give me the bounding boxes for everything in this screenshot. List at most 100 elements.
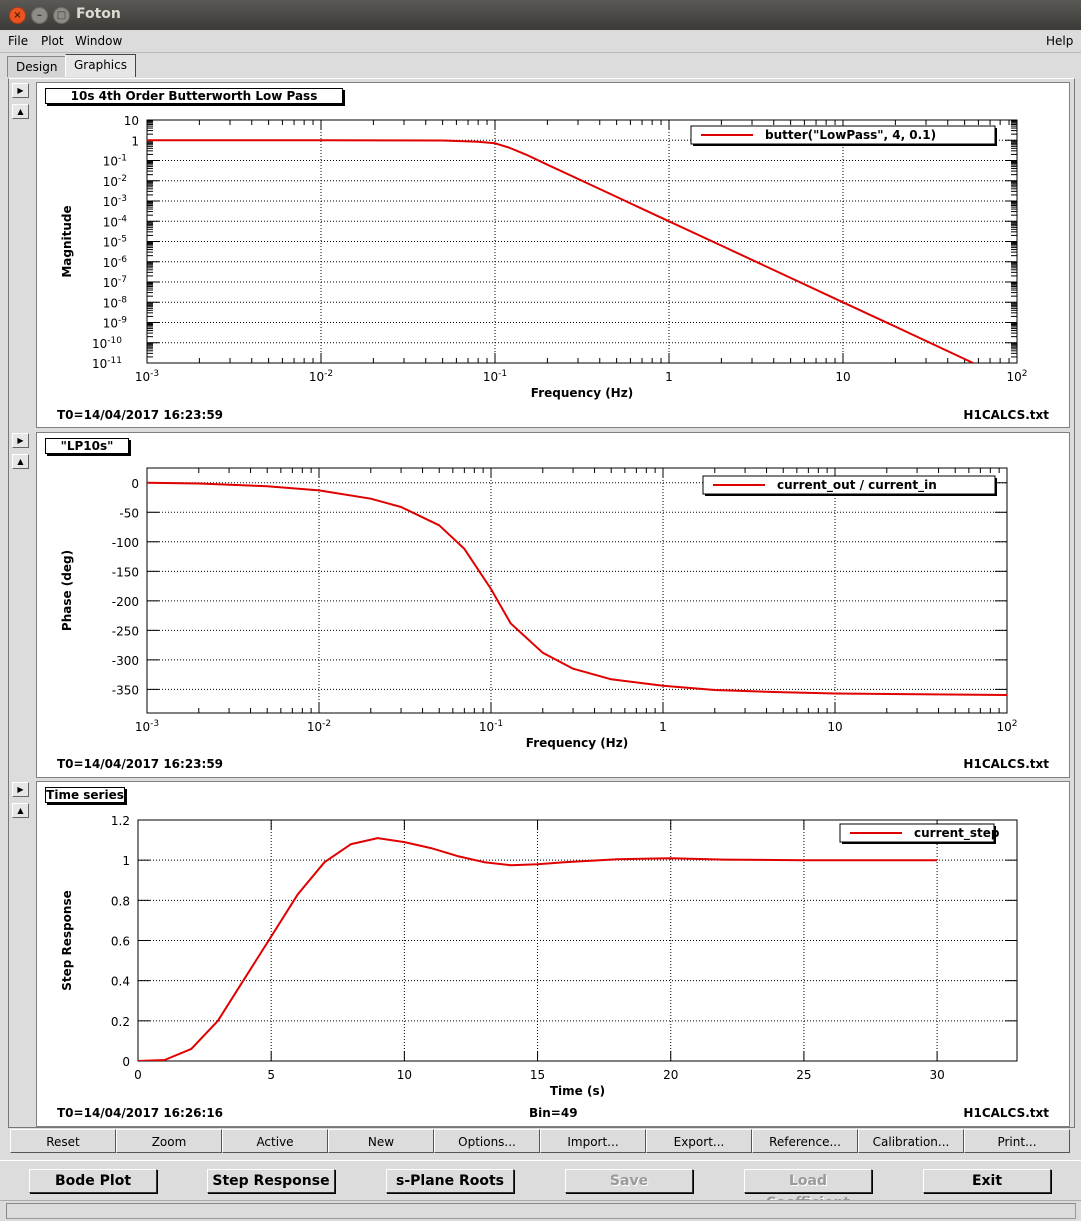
y-tick-exponent: -5 [118, 235, 127, 245]
y-tick-label: 1 [122, 854, 130, 868]
print-button[interactable]: Print... [964, 1129, 1070, 1153]
x-tick-label: 102 [1006, 369, 1027, 384]
minimize-icon: – [37, 10, 42, 21]
y-tick-label: 10-11 [92, 356, 122, 371]
options-button[interactable]: Options... [434, 1129, 540, 1153]
y-tick-label: 10-2 [103, 174, 127, 189]
export-button[interactable]: Export... [646, 1129, 752, 1153]
tab-design[interactable]: Design [7, 56, 67, 77]
y-tick-label: -50 [119, 506, 139, 520]
legend-box [690, 125, 996, 145]
plot-t0-label: T0=14/04/2017 16:26:16 [57, 1106, 224, 1120]
x-tick-label: 10 [397, 1068, 412, 1082]
y-tick-label: -300 [112, 654, 139, 668]
series-line [138, 837, 938, 1061]
magnitude-plot-panel[interactable]: 10-3 10-2 10-1 1 10 102 10 1 10-1 10-2 10-3 10-4 10-… [36, 82, 1070, 428]
step-response-button[interactable]: Step Response [207, 1169, 335, 1193]
plot-file-label: H1CALCS.txt [963, 1106, 1049, 1120]
tab-graphics[interactable]: Graphics [65, 54, 136, 77]
s-plane-roots-button[interactable]: s-Plane Roots [386, 1169, 514, 1193]
x-tick-exponent: 2 [1022, 369, 1028, 379]
panel-1-expand-button[interactable]: ▶ [12, 83, 29, 98]
calibration-button[interactable]: Calibration... [858, 1129, 964, 1153]
legend-box [839, 823, 995, 843]
step-response-plot-panel[interactable]: 0 5 10 15 20 25 30 0 0.2 0.4 0.6 0.8 1 1.2 Time (s) Ste… [36, 781, 1070, 1127]
x-tick-exponent: -1 [494, 719, 503, 729]
y-tick-exponent: -4 [118, 214, 127, 224]
y-tick-label: 10-6 [103, 255, 128, 270]
y-tick-exponent: -7 [118, 275, 127, 285]
menu-help[interactable]: Help [1046, 34, 1074, 48]
bottom-button-bar: Bode Plot Step Response s-Plane Roots Sa… [0, 1160, 1081, 1211]
x-tick-exponent: -3 [150, 719, 159, 729]
x-tick-exponent: -2 [324, 369, 333, 379]
panel-2-collapse-button[interactable]: ▲ [12, 454, 29, 469]
window-close-button[interactable]: × [9, 7, 26, 24]
exit-button[interactable]: Exit [923, 1169, 1051, 1193]
plot-frame [146, 467, 1008, 714]
plot-toolbar: Reset Zoom Active New Options... Import.… [8, 1128, 1073, 1154]
y-tick-exponent: -11 [107, 356, 122, 366]
window-minimize-button[interactable]: – [31, 7, 48, 24]
menubar: File Plot Window Help [0, 30, 1081, 53]
step-response-plot[interactable]: 0 5 10 15 20 25 30 0 0.2 0.4 0.6 0.8 1 1.2 Time (s) Ste… [37, 782, 1069, 1126]
x-tick-exponent: -1 [498, 369, 507, 379]
x-tick-label: 10-1 [483, 369, 507, 384]
close-icon: × [13, 10, 22, 21]
y-axis-label: Step Response [60, 890, 74, 990]
x-tick-exponent: -2 [322, 719, 331, 729]
x-tick-label: 1 [659, 720, 667, 734]
y-tick-label: 0.6 [111, 935, 130, 949]
plot-title: Time series [45, 787, 125, 803]
arrow-up-icon: ▲ [17, 457, 24, 466]
window-maximize-button[interactable]: □ [53, 7, 70, 24]
x-axis-label: Time (s) [550, 1084, 605, 1098]
panel-2-expand-button[interactable]: ▶ [12, 433, 29, 448]
x-tick-exponent: 2 [1012, 719, 1018, 729]
x-tick-label: 30 [929, 1068, 944, 1082]
legend-entry: current_out / current_in [777, 478, 937, 493]
plot-file-label: H1CALCS.txt [963, 408, 1049, 422]
panel-3-collapse-button[interactable]: ▲ [12, 803, 29, 818]
x-tick-label: 20 [663, 1068, 678, 1082]
y-tick-label: -250 [112, 624, 139, 638]
legend-entry: current_step [914, 826, 1000, 841]
y-tick-label: 1 [131, 134, 139, 148]
bode-plot-button[interactable]: Bode Plot [29, 1169, 157, 1193]
y-tick-exponent: -6 [118, 255, 127, 265]
window-titlebar: × – □ Foton [0, 0, 1081, 30]
x-tick-label: 10-3 [135, 719, 159, 734]
menu-plot[interactable]: Plot [41, 34, 64, 48]
y-axis-label: Magnitude [60, 205, 74, 277]
panel-3-expand-button[interactable]: ▶ [12, 782, 29, 797]
panel-1-collapse-button[interactable]: ▲ [12, 104, 29, 119]
x-axis-label: Frequency (Hz) [526, 736, 628, 750]
x-tick-label: 10-1 [479, 719, 503, 734]
plot-t0-label: T0=14/04/2017 16:23:59 [57, 757, 224, 771]
y-tick-label: -100 [112, 536, 139, 550]
active-button[interactable]: Active [222, 1129, 328, 1153]
import-button[interactable]: Import... [540, 1129, 646, 1153]
magnitude-plot[interactable]: 10-3 10-2 10-1 1 10 10210110-110-210-310-410-… [37, 83, 1069, 427]
save-button[interactable]: Save [565, 1169, 693, 1193]
arrow-right-icon: ▶ [17, 86, 24, 95]
plot-t0-label: T0=14/04/2017 16:23:59 [57, 408, 224, 422]
phase-plot-panel[interactable]: 10-3 10-2 10-1 1 10 102 0 -50 -100 -150 -200 -250 -3… [36, 432, 1070, 778]
y-tick-label: 10-8 [103, 295, 128, 310]
reset-button[interactable]: Reset [10, 1129, 116, 1153]
y-tick-label: 10-4 [103, 214, 128, 229]
phase-plot[interactable]: 10-3 10-2 10-1 1 10 102 0 -50 -100 -150 -200 -250 -3… [37, 433, 1069, 777]
load-coefficient-button[interactable]: Load Coefficient [744, 1169, 872, 1211]
x-tick-label: 10 [827, 720, 842, 734]
zoom-button[interactable]: Zoom [116, 1129, 222, 1153]
menu-file[interactable]: File [8, 34, 29, 48]
x-tick-label: 10-2 [309, 369, 333, 384]
legend-box [702, 475, 996, 495]
arrow-up-icon: ▲ [17, 806, 24, 815]
y-tick-exponent: -8 [118, 295, 127, 305]
new-button[interactable]: New [328, 1129, 434, 1153]
tab-bar: Design Graphics [0, 54, 1081, 78]
x-tick-exponent: -3 [150, 369, 159, 379]
menu-window[interactable]: Window [75, 34, 123, 48]
reference-button[interactable]: Reference... [752, 1129, 858, 1153]
